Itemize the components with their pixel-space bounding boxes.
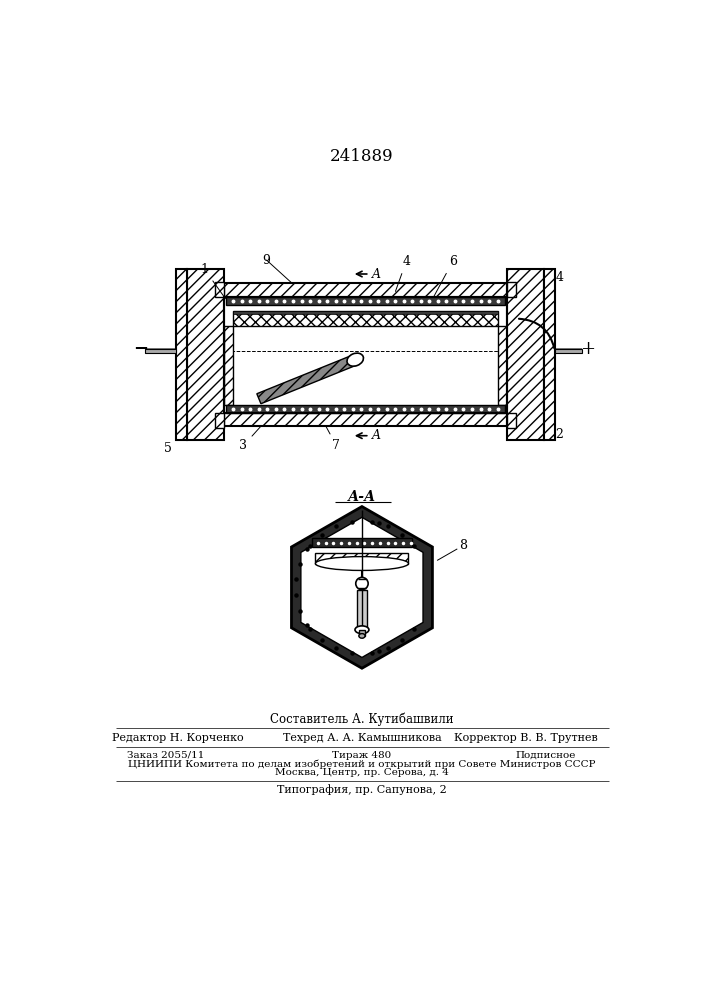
Bar [507, 269, 544, 440]
Text: 4: 4 [556, 271, 563, 284]
Text: Заказ 2055/11: Заказ 2055/11 [127, 751, 204, 760]
Bar [145, 349, 176, 353]
Bar [224, 326, 233, 405]
Text: 4: 4 [395, 255, 410, 291]
Bar [507, 282, 516, 297]
Text: −: − [134, 340, 148, 358]
Circle shape [356, 577, 368, 590]
Polygon shape [301, 517, 423, 657]
Bar [312, 538, 412, 547]
Bar [233, 311, 498, 326]
Bar [224, 297, 507, 413]
Text: 3: 3 [240, 426, 261, 452]
Text: 2: 2 [556, 428, 563, 441]
Text: Тираж 480: Тираж 480 [332, 751, 392, 760]
Text: Техред А. А. Камышникова: Техред А. А. Камышникова [283, 733, 441, 743]
Text: +: + [580, 340, 595, 358]
Bar [233, 311, 498, 314]
Text: А-А: А-А [348, 490, 376, 504]
Bar [555, 349, 582, 353]
Bar [507, 413, 516, 428]
Bar [215, 413, 224, 428]
Ellipse shape [347, 353, 363, 366]
Text: A: A [372, 429, 381, 442]
Text: 8: 8 [459, 539, 467, 552]
Text: Типография, пр. Сапунова, 2: Типография, пр. Сапунова, 2 [277, 785, 447, 795]
Text: 5: 5 [164, 442, 172, 455]
Polygon shape [291, 507, 433, 668]
Text: Редактор Н. Корченко: Редактор Н. Корченко [112, 733, 243, 743]
Bar [359, 630, 365, 636]
Bar [226, 405, 506, 413]
Text: 7: 7 [326, 427, 340, 452]
Bar [226, 297, 506, 305]
Bar [215, 282, 224, 297]
Text: ЦНИИПИ Комитета по делам изобретений и открытий при Совете Министров СССР: ЦНИИПИ Комитета по делам изобретений и о… [128, 760, 596, 769]
Text: Составитель А. Кутибашвили: Составитель А. Кутибашвили [270, 712, 454, 726]
Text: A: A [372, 267, 381, 280]
Bar [176, 269, 187, 440]
Ellipse shape [359, 634, 365, 638]
Text: 6: 6 [431, 255, 457, 302]
Text: Подписное: Подписное [515, 751, 575, 760]
Text: 9: 9 [263, 254, 271, 267]
Bar [544, 269, 555, 440]
Bar [498, 326, 507, 405]
Bar [187, 269, 224, 440]
Text: 241889: 241889 [330, 148, 394, 165]
Ellipse shape [355, 626, 369, 634]
Polygon shape [257, 355, 356, 404]
Text: Корректор В. В. Трутнев: Корректор В. В. Трутнев [455, 733, 598, 743]
Text: 1: 1 [201, 263, 226, 299]
Bar [224, 283, 507, 297]
Bar [356, 590, 368, 630]
Text: Москва, Центр, пр. Серова, д. 4: Москва, Центр, пр. Серова, д. 4 [275, 768, 449, 777]
Bar [315, 553, 409, 564]
Ellipse shape [315, 557, 409, 570]
Bar [224, 413, 507, 426]
